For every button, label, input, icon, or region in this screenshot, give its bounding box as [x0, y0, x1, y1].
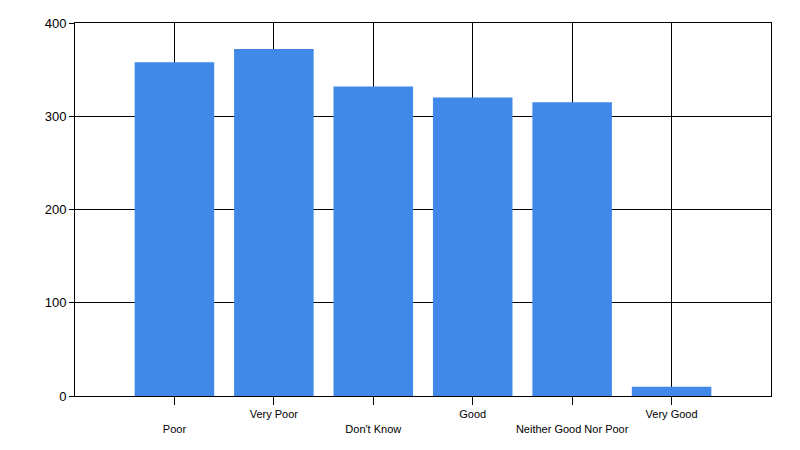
- svg-text:Very Poor: Very Poor: [250, 408, 299, 420]
- svg-text:Good: Good: [459, 408, 486, 420]
- svg-text:400: 400: [45, 16, 67, 31]
- svg-text:Don't Know: Don't Know: [345, 423, 401, 435]
- svg-text:300: 300: [45, 109, 67, 124]
- svg-text:Poor: Poor: [163, 423, 187, 435]
- svg-text:Very Good: Very Good: [646, 408, 698, 420]
- svg-text:Neither Good Nor Poor: Neither Good Nor Poor: [516, 423, 629, 435]
- svg-text:0: 0: [59, 389, 66, 404]
- svg-text:200: 200: [45, 202, 67, 217]
- svg-text:100: 100: [45, 295, 67, 310]
